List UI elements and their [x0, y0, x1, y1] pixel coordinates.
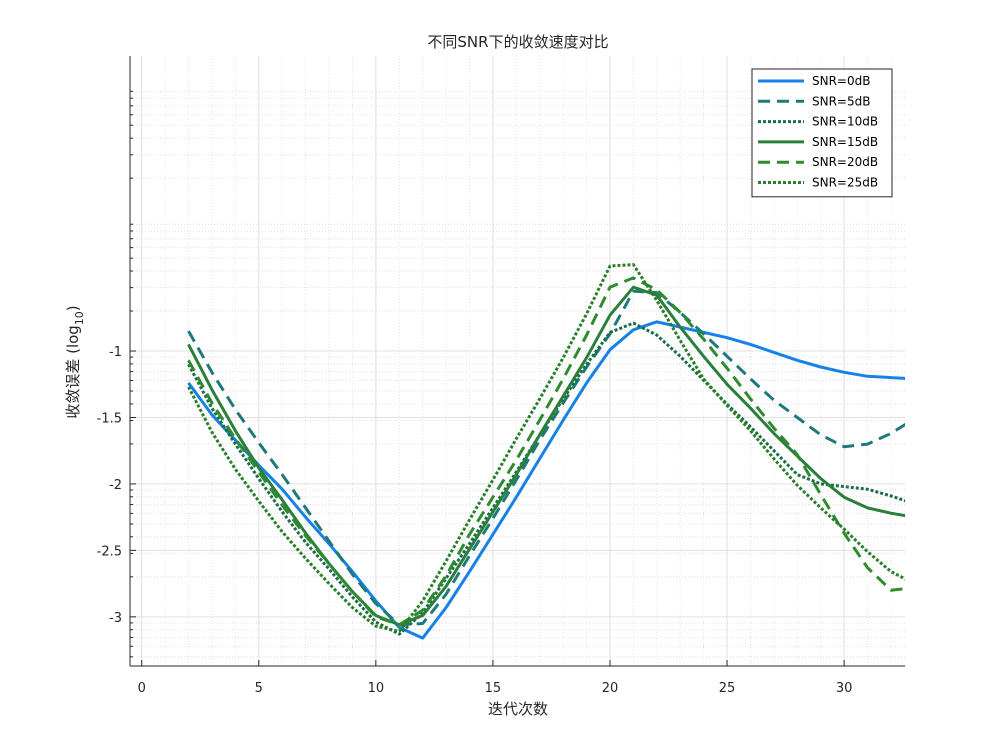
- chart-title: 不同SNR下的收敛速度对比: [427, 33, 608, 51]
- legend-entry-label: SNR=15dB: [812, 135, 878, 149]
- y-tick-label: -3: [109, 611, 122, 626]
- y-axis-label-main: 收敛误差 (log: [64, 325, 82, 419]
- x-tick-label: 0: [138, 681, 146, 696]
- series-line-snr-25db: [187, 263, 905, 633]
- series-line-snr-0db: [187, 320, 905, 640]
- y-axis-label-sub: 10: [73, 311, 86, 325]
- x-tick-label: 20: [602, 681, 619, 696]
- x-tick-label: 25: [719, 681, 736, 696]
- series-line-snr-20db: [187, 276, 905, 627]
- legend-box: [751, 68, 893, 198]
- legend-entry-label: SNR=25dB: [812, 176, 878, 190]
- legend: SNR=0dB SNR=5dB SNR=10dB SNR=15dB SNR=20dB SN…: [751, 68, 893, 198]
- legend-entry-label: SNR=20dB: [812, 155, 878, 169]
- x-tick-label: 10: [368, 681, 385, 696]
- x-tick-label: 5: [255, 681, 263, 696]
- series-line-snr-5db: [187, 289, 905, 627]
- y-axis-label: 收敛误差 (log10): [64, 305, 86, 418]
- y-tick-label: -2: [109, 478, 122, 493]
- x-tick-label: 30: [836, 681, 853, 696]
- legend-entry-label: SNR=10dB: [812, 115, 878, 129]
- y-axis-label-end: ): [64, 305, 82, 311]
- y-tick-label: -2.5: [97, 544, 122, 559]
- x-axis-label: 迭代次数: [488, 700, 548, 718]
- tick-labels: 0 5 10 15 20 25 30 -1 -1.5 -2 -2.5 -3: [97, 345, 853, 696]
- axes: [129, 56, 905, 667]
- y-tick-label: -1: [109, 345, 122, 360]
- series-group: [187, 263, 905, 640]
- legend-entry-label: SNR=5dB: [812, 94, 870, 108]
- legend-entry-label: SNR=0dB: [812, 74, 870, 88]
- x-tick-label: 15: [485, 681, 502, 696]
- y-tick-label: -1.5: [97, 411, 122, 426]
